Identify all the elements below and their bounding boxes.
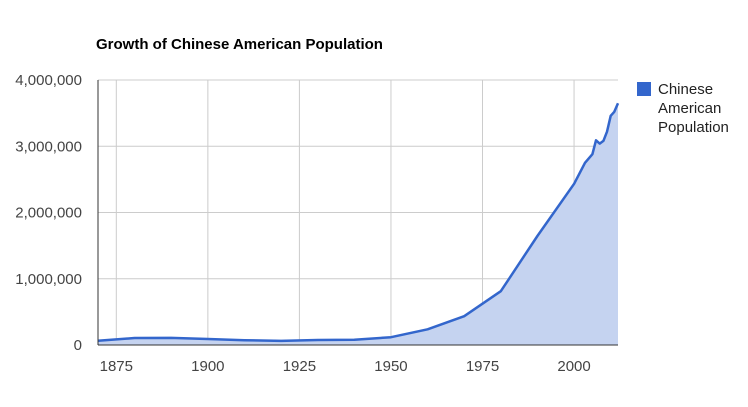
legend: Chinese American Population: [637, 81, 729, 136]
x-tick-label: 1950: [374, 358, 407, 375]
series-area-fill: [98, 103, 618, 345]
y-axis-ticks: 0 1,000,000 2,000,000 3,000,000 4,000,000: [15, 72, 82, 354]
y-tick-label: 2,000,000: [15, 205, 82, 222]
axes: [97, 80, 618, 346]
y-tick-label: 4,000,000: [15, 72, 82, 89]
series-line: [97, 102, 620, 343]
x-tick-label: 1875: [100, 358, 133, 375]
x-tick-label: 2000: [557, 358, 590, 375]
x-tick-label: 1975: [466, 358, 499, 375]
y-tick-label: 3,000,000: [15, 138, 82, 155]
y-tick-label: 1,000,000: [15, 271, 82, 288]
x-tick-label: 1925: [283, 358, 316, 375]
x-axis-ticks: 1875 1900 1925 1950 1975 2000: [100, 358, 591, 375]
series-area: [97, 102, 620, 345]
legend-label: Chinese American Population: [658, 81, 729, 136]
x-tick-label: 1900: [191, 358, 224, 375]
legend-swatch: [637, 82, 651, 96]
chart-title: Growth of Chinese American Population: [96, 36, 383, 53]
y-tick-label: 0: [74, 337, 82, 354]
